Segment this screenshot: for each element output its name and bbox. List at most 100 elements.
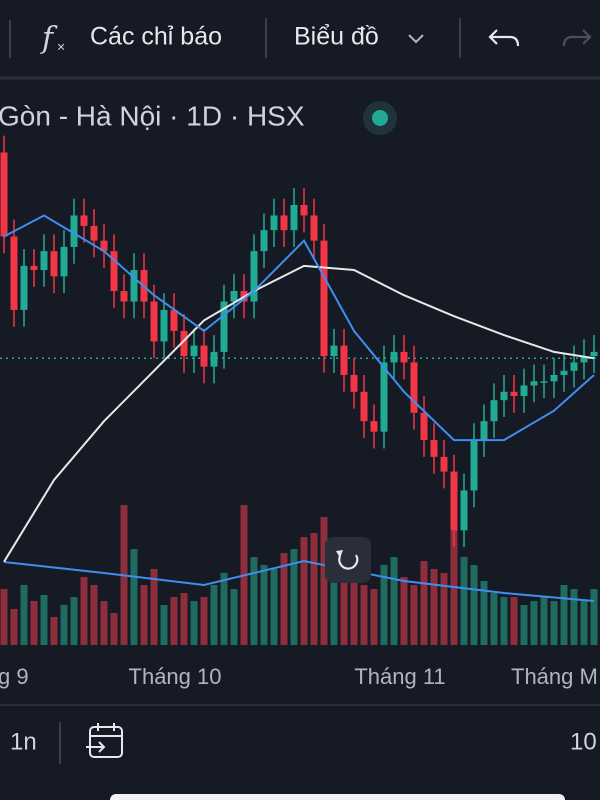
candle-body — [230, 291, 238, 302]
volume-bar — [260, 565, 268, 645]
ma-slow-line — [3, 264, 595, 563]
volume-bar — [570, 589, 578, 645]
candle-body — [490, 400, 498, 422]
volume-bar — [60, 605, 68, 645]
dropdown-arrow — [408, 34, 424, 44]
volume-bar — [500, 597, 508, 645]
candle-body — [390, 351, 398, 363]
volume-bar — [490, 593, 498, 645]
candle-body — [440, 456, 448, 472]
volume-bar — [50, 617, 58, 645]
home-indicator — [110, 794, 565, 800]
candle-body — [580, 356, 588, 363]
redo-button[interactable] — [562, 29, 592, 47]
candle-body — [260, 230, 268, 252]
candle-body — [60, 246, 68, 277]
candle-body — [410, 362, 418, 413]
candle-body — [130, 270, 138, 302]
candle-body — [280, 215, 288, 231]
volume-bar — [350, 581, 358, 645]
candle-body — [480, 421, 488, 441]
volume-bar — [560, 585, 568, 645]
candle-body — [450, 471, 458, 531]
candle-body — [570, 362, 578, 371]
candle-body — [90, 225, 98, 241]
volume-bar — [470, 565, 478, 645]
volume-bar — [70, 597, 78, 645]
candle-body — [250, 251, 258, 302]
candle-body — [40, 251, 48, 271]
time-axis-label: Tháng 10 — [129, 664, 222, 689]
time-axis-label: Tháng 11 — [354, 664, 445, 689]
candle-body — [180, 330, 188, 357]
candle-body — [520, 385, 528, 396]
volume-bar — [400, 577, 408, 645]
candle-body — [30, 265, 38, 271]
volume-bar — [420, 561, 428, 645]
candle-body — [400, 351, 408, 363]
volume-bar — [390, 557, 398, 645]
candle-body — [420, 412, 428, 441]
undo-button[interactable] — [488, 29, 520, 47]
go-to-date-button[interactable] — [86, 723, 123, 758]
market-status-dot — [372, 110, 388, 126]
candle-body — [500, 391, 508, 401]
candle-body — [460, 490, 468, 531]
volume-bar — [580, 601, 588, 645]
candle-body — [0, 152, 8, 237]
volume-bar — [530, 601, 538, 645]
indicators-button[interactable]: Các chỉ báo — [90, 23, 222, 51]
candle-body — [510, 391, 518, 396]
volume-bar — [230, 589, 238, 645]
volume-bar — [290, 549, 298, 645]
volume-bar — [80, 577, 88, 645]
candle-body — [160, 309, 168, 342]
volume-bar — [20, 585, 28, 645]
candle-body — [290, 204, 298, 231]
volume-bar — [170, 597, 178, 645]
candle-body — [550, 375, 558, 382]
range-button[interactable]: 1n — [10, 728, 37, 755]
fx-icon[interactable]: f — [40, 21, 58, 56]
volume-bar — [140, 585, 148, 645]
volume-bar — [160, 605, 168, 645]
volume-bar — [250, 557, 258, 645]
volume-bar — [90, 585, 98, 645]
candle-body — [70, 215, 78, 247]
volume-bar — [40, 595, 48, 645]
volume-bar — [320, 517, 328, 645]
candle-body — [170, 309, 178, 331]
volume-bar — [270, 569, 278, 645]
candle-body — [100, 240, 108, 252]
candle-body — [380, 362, 388, 432]
candle-body — [220, 301, 228, 352]
volume-bar — [30, 601, 38, 645]
ma-fast-line — [3, 214, 595, 442]
volume-bar — [410, 585, 418, 645]
symbol-legend: Gòn - Hà Nội · 1D · HSX — [0, 100, 305, 131]
volume-bar — [130, 549, 138, 645]
reset-button[interactable] — [325, 537, 371, 583]
price-scale-value: 10 — [570, 728, 597, 755]
candle-body — [300, 204, 308, 216]
volume-bar — [340, 565, 348, 645]
candle-body — [50, 251, 58, 277]
volume-bar — [180, 593, 188, 645]
candle-body — [10, 236, 18, 310]
volume-bar — [300, 537, 308, 645]
candle-body — [190, 345, 198, 357]
candle-body — [20, 265, 28, 310]
volume-bar — [310, 533, 318, 645]
fx-icon-x: × — [57, 39, 65, 55]
chart-type-button[interactable]: Biểu đồ — [294, 23, 379, 51]
volume-bar — [430, 569, 438, 645]
volume-bar — [200, 597, 208, 645]
candle-body — [560, 370, 568, 375]
volume-ma-line — [3, 559, 595, 602]
candle-body — [330, 345, 338, 357]
candle-body — [120, 291, 128, 302]
volume-bar — [510, 597, 518, 645]
candle-body — [310, 215, 318, 241]
